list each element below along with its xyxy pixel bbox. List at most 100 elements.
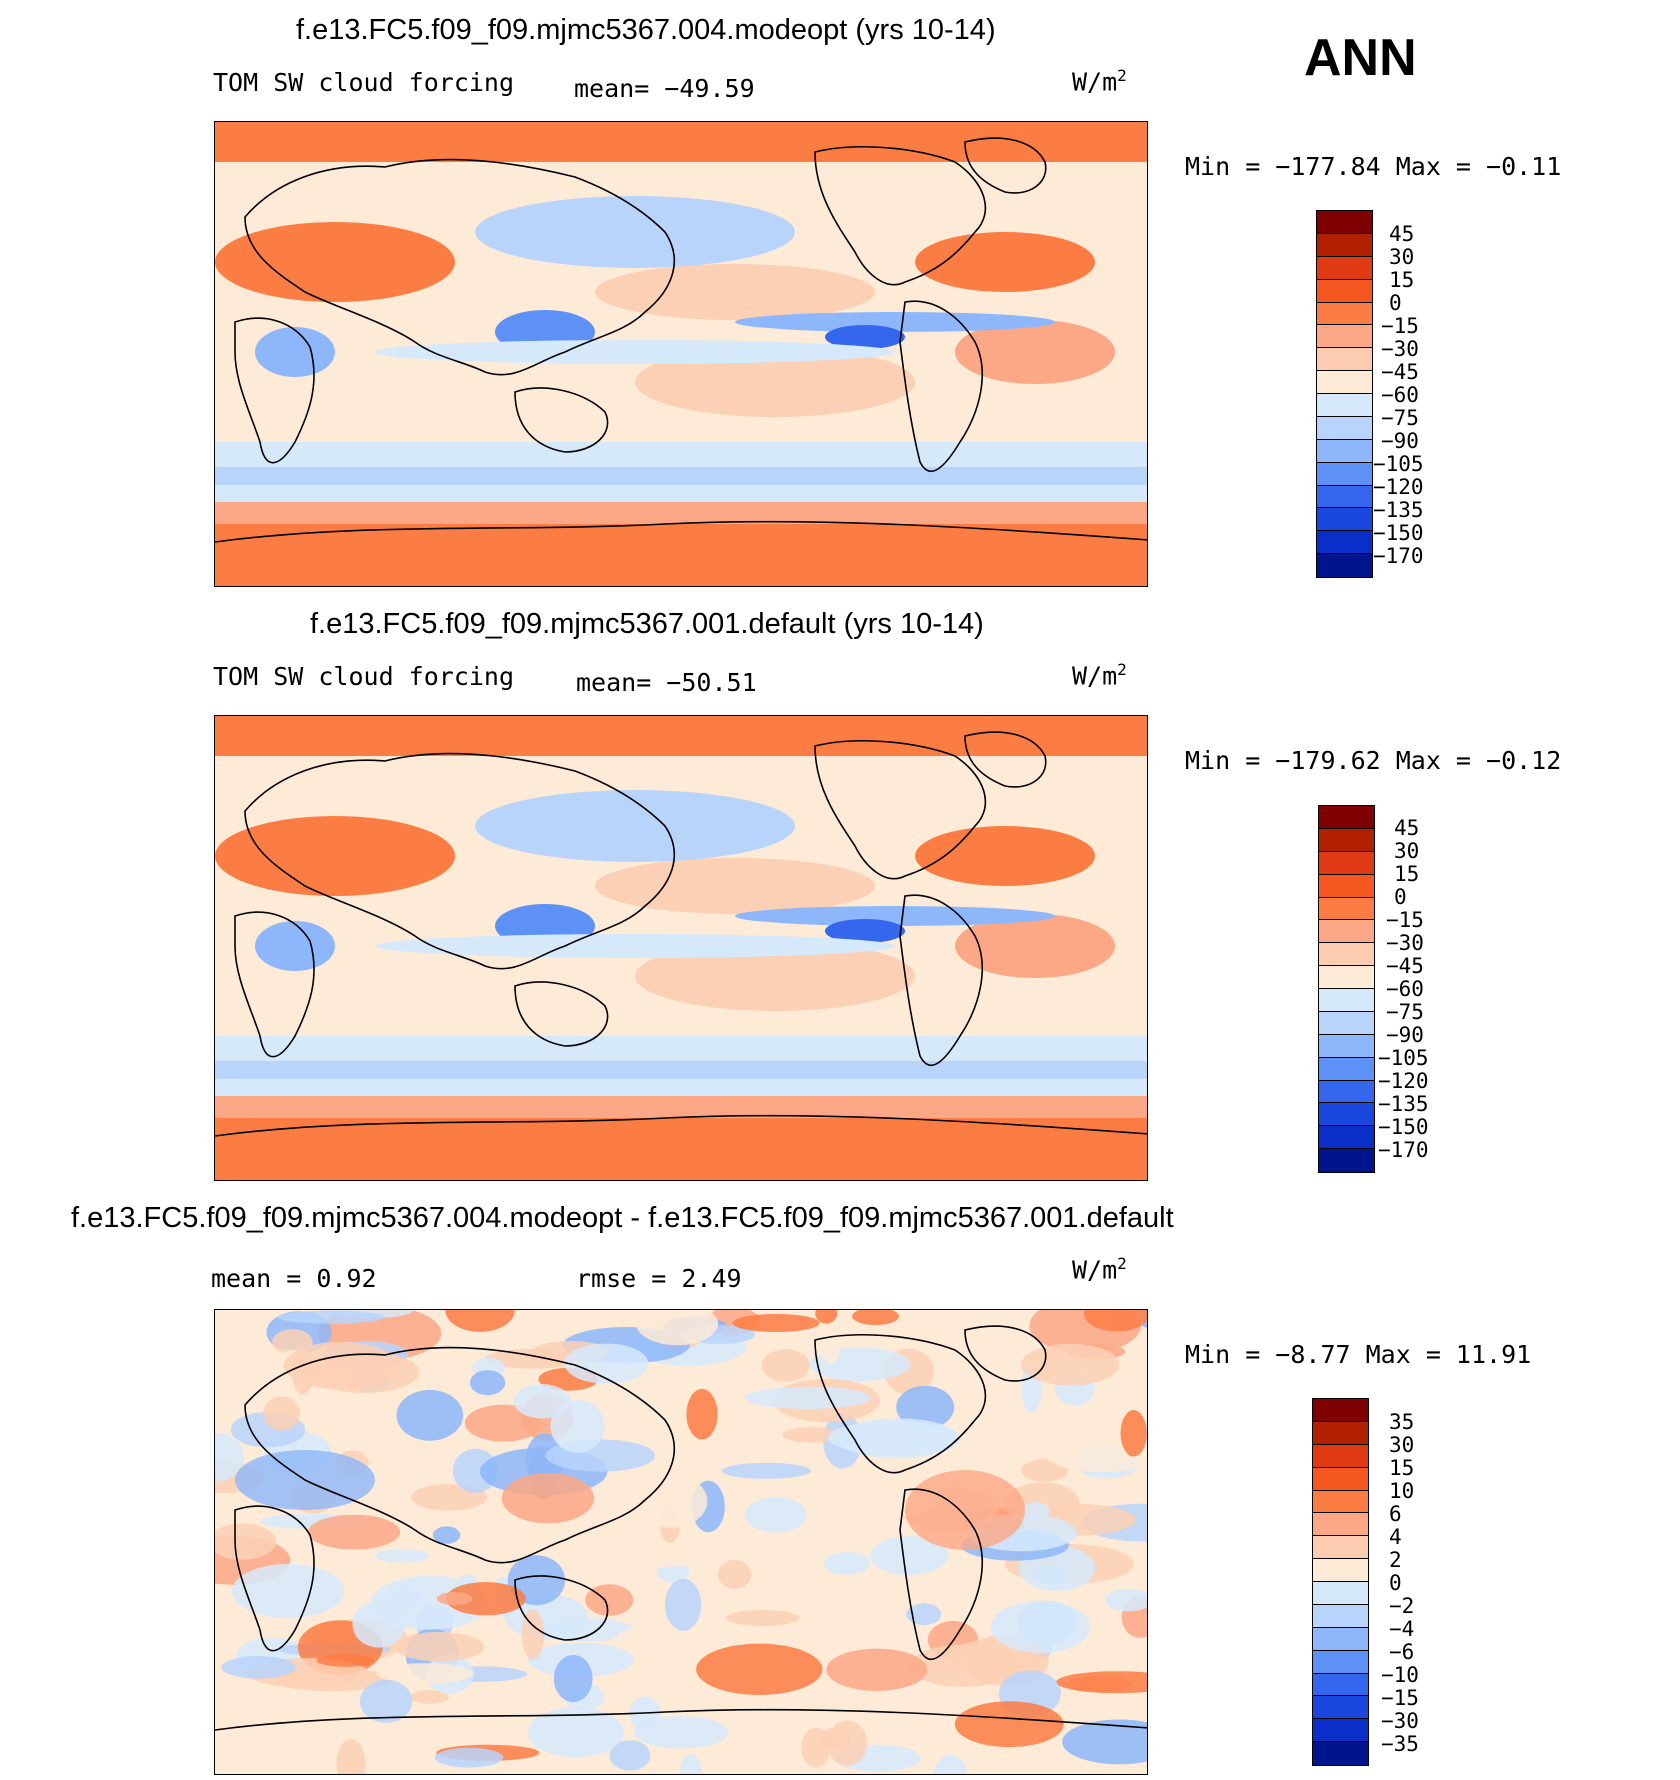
colorbar-label: −75 bbox=[1386, 1000, 1424, 1024]
colorbar-label: 45 bbox=[1394, 816, 1420, 840]
colorbar-swatch bbox=[1317, 371, 1372, 394]
colorbar-label: −30 bbox=[1386, 931, 1424, 955]
panel3-units: W/m2 bbox=[1072, 1254, 1127, 1285]
colorbar-swatch bbox=[1313, 1719, 1368, 1743]
colorbar-swatch bbox=[1319, 828, 1374, 852]
panel3-map bbox=[214, 1309, 1148, 1775]
colorbar-swatch bbox=[1313, 1650, 1368, 1674]
colorbar-swatch bbox=[1313, 1582, 1368, 1605]
colorbar-swatch bbox=[1313, 1627, 1368, 1651]
panel1-colorbar bbox=[1316, 210, 1373, 578]
colorbar-label: −45 bbox=[1386, 954, 1424, 978]
panel2-units: W/m2 bbox=[1072, 660, 1127, 691]
colorbar-label: −135 bbox=[1378, 1092, 1429, 1116]
colorbar-label: 35 bbox=[1389, 1410, 1415, 1434]
colorbar-swatch bbox=[1317, 508, 1372, 532]
colorbar-label: −170 bbox=[1378, 1138, 1429, 1162]
colorbar-swatch bbox=[1319, 1149, 1374, 1172]
colorbar-label: −4 bbox=[1389, 1617, 1415, 1641]
panel2-map bbox=[214, 715, 1148, 1181]
colorbar-swatch bbox=[1313, 1467, 1368, 1491]
colorbar-label: 2 bbox=[1389, 1548, 1402, 1572]
colorbar-swatch bbox=[1319, 1011, 1374, 1035]
panel2-title: f.e13.FC5.f09_f09.mjmc5367.001.default (… bbox=[310, 608, 984, 640]
colorbar-swatch bbox=[1319, 920, 1374, 944]
colorbar-swatch bbox=[1313, 1742, 1368, 1765]
panel3-title: f.e13.FC5.f09_f09.mjmc5367.004.modeopt -… bbox=[71, 1202, 1174, 1234]
colorbar-label: −105 bbox=[1373, 452, 1424, 476]
panel1-minmax: Min = −177.84 Max = −0.11 bbox=[1185, 152, 1562, 181]
colorbar-swatch bbox=[1319, 851, 1374, 875]
colorbar-label: −15 bbox=[1381, 1686, 1419, 1710]
colorbar-swatch bbox=[1313, 1696, 1368, 1720]
colorbar-swatch bbox=[1319, 1126, 1374, 1150]
colorbar-swatch bbox=[1319, 874, 1374, 898]
panel3-mean: mean = 0.92 bbox=[211, 1264, 377, 1293]
colorbar-label: −90 bbox=[1386, 1023, 1424, 1047]
colorbar-label: 15 bbox=[1389, 268, 1415, 292]
colorbar-swatch bbox=[1319, 897, 1374, 921]
colorbar-label: 30 bbox=[1394, 839, 1420, 863]
panel2-minmax: Min = −179.62 Max = −0.12 bbox=[1185, 746, 1562, 775]
colorbar-swatch bbox=[1319, 943, 1374, 967]
colorbar-label: 45 bbox=[1389, 222, 1415, 246]
panel3-colorbar bbox=[1312, 1398, 1369, 1766]
colorbar-label: 30 bbox=[1389, 245, 1415, 269]
colorbar-swatch bbox=[1319, 806, 1374, 829]
colorbar-swatch bbox=[1317, 348, 1372, 372]
panel1-units: W/m2 bbox=[1072, 66, 1127, 97]
colorbar-swatch bbox=[1317, 462, 1372, 486]
panel2-variable: TOM SW cloud forcing bbox=[213, 662, 515, 691]
panel1-title: f.e13.FC5.f09_f09.mjmc5367.004.modeopt (… bbox=[296, 14, 996, 46]
colorbar-swatch bbox=[1313, 1513, 1368, 1537]
colorbar-swatch bbox=[1317, 485, 1372, 509]
colorbar-swatch bbox=[1319, 1080, 1374, 1104]
colorbar-label: 15 bbox=[1389, 1456, 1415, 1480]
colorbar-label: −90 bbox=[1381, 429, 1419, 453]
colorbar-swatch bbox=[1313, 1421, 1368, 1445]
colorbar-swatch bbox=[1313, 1490, 1368, 1514]
colorbar-label: −6 bbox=[1389, 1640, 1415, 1664]
colorbar-swatch bbox=[1317, 233, 1372, 257]
colorbar-label: −60 bbox=[1381, 383, 1419, 407]
colorbar-swatch bbox=[1313, 1399, 1368, 1422]
panel2-colorbar bbox=[1318, 805, 1375, 1173]
colorbar-swatch bbox=[1317, 416, 1372, 440]
colorbar-label: −15 bbox=[1381, 314, 1419, 338]
panel1-variable: TOM SW cloud forcing bbox=[213, 68, 515, 97]
colorbar-label: 15 bbox=[1394, 862, 1420, 886]
colorbar-label: −15 bbox=[1386, 908, 1424, 932]
panel1-mean: mean= −49.59 bbox=[574, 74, 755, 103]
colorbar-label: −30 bbox=[1381, 337, 1419, 361]
colorbar-swatch bbox=[1317, 531, 1372, 555]
colorbar-label: 4 bbox=[1389, 1525, 1402, 1549]
colorbar-swatch bbox=[1317, 211, 1372, 234]
colorbar-swatch bbox=[1313, 1536, 1368, 1560]
colorbar-swatch bbox=[1317, 554, 1372, 577]
colorbar-label: 0 bbox=[1394, 885, 1407, 909]
colorbar-swatch bbox=[1317, 394, 1372, 417]
colorbar-label: 10 bbox=[1389, 1479, 1415, 1503]
panel1-map bbox=[214, 121, 1148, 587]
panel3-rmse: rmse = 2.49 bbox=[576, 1264, 742, 1293]
colorbar-swatch bbox=[1319, 1034, 1374, 1058]
season-label: ANN bbox=[1304, 29, 1417, 87]
colorbar-label: −150 bbox=[1378, 1115, 1429, 1139]
colorbar-label: −105 bbox=[1378, 1046, 1429, 1070]
colorbar-label: 0 bbox=[1389, 291, 1402, 315]
colorbar-swatch bbox=[1313, 1559, 1368, 1582]
colorbar-swatch bbox=[1319, 1057, 1374, 1081]
colorbar-label: −120 bbox=[1378, 1069, 1429, 1093]
colorbar-swatch bbox=[1317, 325, 1372, 349]
colorbar-swatch bbox=[1313, 1673, 1368, 1697]
panel2-mean: mean= −50.51 bbox=[576, 668, 757, 697]
colorbar-swatch bbox=[1317, 256, 1372, 280]
colorbar-label: 0 bbox=[1389, 1571, 1402, 1595]
colorbar-label: −135 bbox=[1373, 498, 1424, 522]
colorbar-swatch bbox=[1319, 989, 1374, 1012]
colorbar-label: 6 bbox=[1389, 1502, 1402, 1526]
colorbar-swatch bbox=[1313, 1444, 1368, 1468]
colorbar-swatch bbox=[1317, 279, 1372, 303]
colorbar-label: −170 bbox=[1373, 544, 1424, 568]
colorbar-swatch bbox=[1319, 1103, 1374, 1127]
